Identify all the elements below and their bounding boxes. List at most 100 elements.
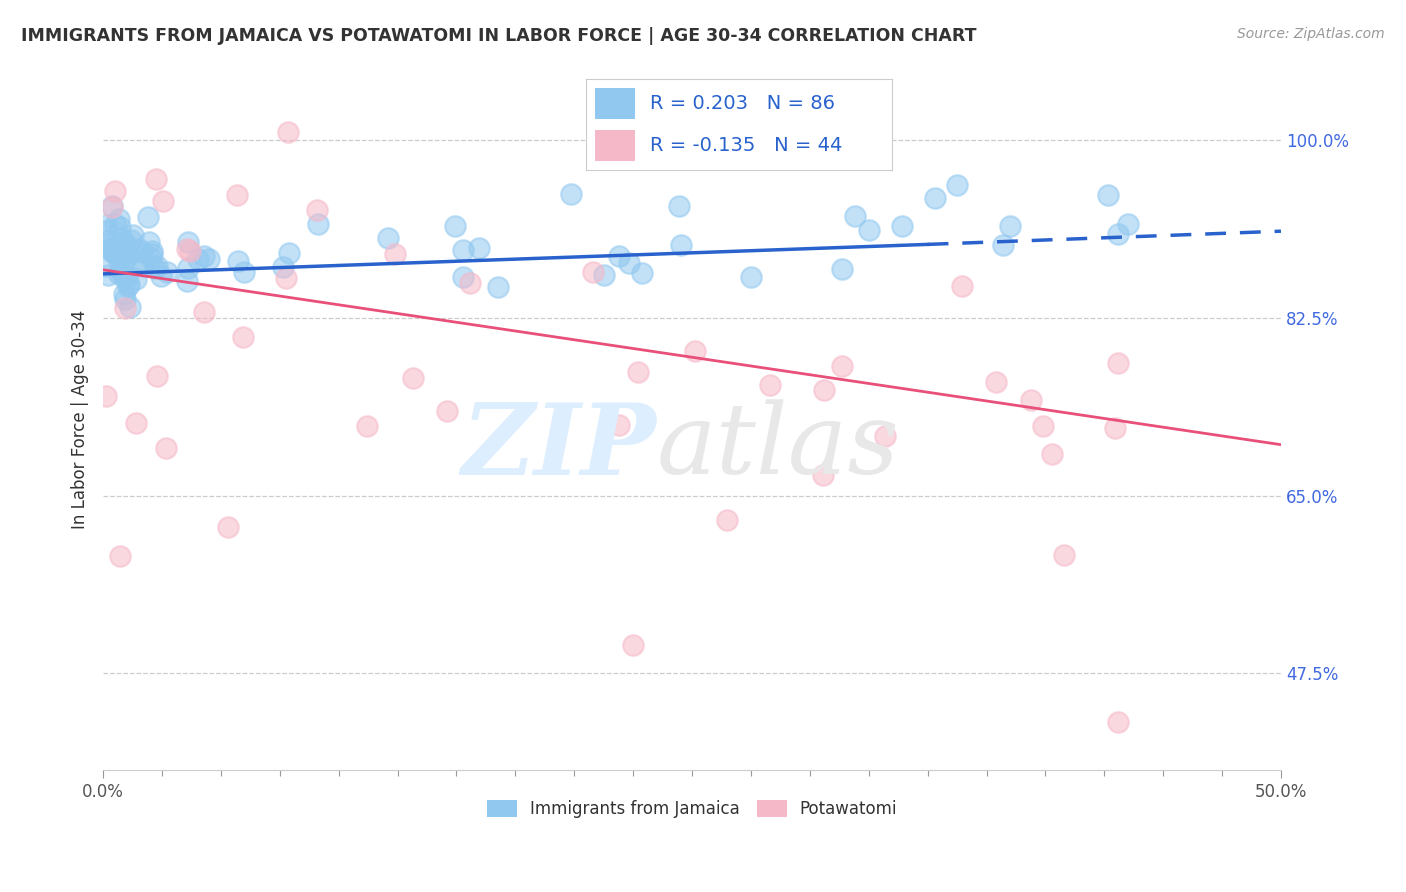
Point [108,267,131,281]
Point [101,199,124,213]
Point [225,187,247,202]
Point [198,252,221,267]
Point [1032,418,1054,433]
Point [950,279,973,293]
Point [232,264,254,278]
Point [811,468,834,483]
Point [1107,714,1129,729]
Point [104,217,127,231]
Point [560,186,582,201]
Point [97,268,120,283]
Point [149,268,172,283]
Point [277,246,299,260]
Point [118,246,141,260]
Point [117,238,139,252]
Point [858,223,880,237]
Point [844,209,866,223]
Point [176,273,198,287]
Point [111,266,134,280]
Point [607,249,630,263]
Point [120,301,142,315]
Point [100,242,122,256]
Point [94,259,117,273]
Point [890,219,912,233]
Point [100,244,122,258]
Point [946,178,969,193]
Y-axis label: In Labor Force | Age 30-34: In Labor Force | Age 30-34 [72,310,89,529]
Point [128,242,150,256]
Point [1019,393,1042,408]
Point [627,365,650,379]
Point [94,389,117,403]
Point [924,191,946,205]
Point [138,235,160,250]
Point [631,265,654,279]
Point [402,371,425,385]
Point [443,219,465,234]
Point [101,200,124,214]
Point [831,359,853,374]
Point [141,247,163,261]
Point [114,301,136,315]
Point [187,252,209,266]
Point [986,376,1008,390]
Point [94,234,117,248]
Point [1053,548,1076,562]
Point [740,270,762,285]
Point [114,292,136,306]
Point [998,219,1021,234]
Point [112,247,135,261]
Point [141,244,163,259]
Point [436,404,458,418]
Point [103,245,125,260]
Point [108,549,131,564]
Point [120,233,142,247]
Point [105,248,128,262]
Point [104,185,127,199]
Point [143,261,166,276]
Point [593,268,616,282]
Point [377,231,399,245]
Text: Source: ZipAtlas.com: Source: ZipAtlas.com [1237,27,1385,41]
Point [111,235,134,250]
Point [115,252,138,266]
Point [621,639,644,653]
Point [177,260,200,275]
Point [1104,421,1126,435]
Point [145,368,167,383]
Point [176,242,198,256]
Point [607,418,630,433]
Point [98,240,121,254]
Point [177,235,200,249]
Point [276,271,298,285]
Point [668,199,690,213]
Point [271,260,294,274]
Point [131,244,153,259]
Point [226,254,249,268]
Point [307,217,329,231]
Point [155,441,177,455]
Point [451,244,474,258]
Point [111,258,134,272]
Point [758,378,780,392]
Point [671,237,693,252]
Point [115,269,138,284]
Point [716,513,738,527]
Point [117,278,139,293]
Point [1116,217,1139,231]
Point [125,416,148,430]
Point [384,246,406,260]
Point [145,172,167,186]
Point [1040,448,1063,462]
Point [1097,187,1119,202]
Point [683,344,706,359]
Point [111,231,134,245]
Point [617,256,640,270]
Point [132,260,155,274]
Point [460,276,482,290]
Point [193,249,215,263]
Point [451,270,474,285]
Legend: Immigrants from Jamaica, Potawatomi: Immigrants from Jamaica, Potawatomi [479,793,904,825]
Point [94,219,117,233]
Point [356,419,378,434]
